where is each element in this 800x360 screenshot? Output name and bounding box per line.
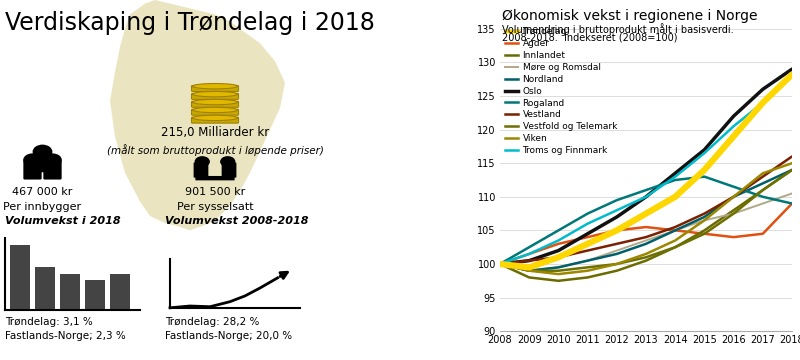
- Text: Per innbygger: Per innbygger: [3, 202, 82, 212]
- Bar: [35, 267, 55, 310]
- FancyBboxPatch shape: [191, 85, 238, 91]
- Text: 215,0 Milliarder kr: 215,0 Milliarder kr: [161, 126, 269, 139]
- Bar: [85, 280, 105, 310]
- Circle shape: [43, 153, 62, 167]
- Polygon shape: [110, 0, 285, 230]
- Circle shape: [194, 156, 210, 167]
- Ellipse shape: [193, 107, 238, 113]
- FancyBboxPatch shape: [191, 94, 238, 99]
- FancyBboxPatch shape: [222, 162, 237, 178]
- Text: Volumvekst i 2018: Volumvekst i 2018: [5, 216, 121, 226]
- Text: Fastlands-Norge; 2,3 %: Fastlands-Norge; 2,3 %: [5, 331, 126, 341]
- Ellipse shape: [193, 91, 238, 97]
- Text: Verdiskaping i Trøndelag i 2018: Verdiskaping i Trøndelag i 2018: [5, 11, 375, 35]
- FancyBboxPatch shape: [191, 109, 238, 115]
- Legend: Trøndelag, Agder, Innlandet, Møre og Romsdal, Nordland, Oslo, Rogaland, Vestland: Trøndelag, Agder, Innlandet, Møre og Rom…: [505, 27, 617, 155]
- Text: 901 500 kr: 901 500 kr: [185, 187, 245, 197]
- Text: Volumendring i bruttoprodukt målt i basisverdi.: Volumendring i bruttoprodukt målt i basi…: [502, 23, 734, 35]
- FancyBboxPatch shape: [195, 176, 234, 180]
- FancyBboxPatch shape: [191, 101, 238, 107]
- Bar: [110, 274, 130, 310]
- Ellipse shape: [193, 84, 238, 89]
- Text: Økonomisk vekst i regionene i Norge: Økonomisk vekst i regionene i Norge: [502, 9, 758, 23]
- Text: 2008-2018.  Indekseret (2008=100): 2008-2018. Indekseret (2008=100): [502, 32, 678, 42]
- FancyBboxPatch shape: [23, 161, 42, 180]
- Text: Trøndelag: 3,1 %: Trøndelag: 3,1 %: [5, 317, 93, 327]
- Bar: [60, 274, 80, 310]
- FancyBboxPatch shape: [191, 117, 238, 123]
- Text: Fastlands-Norge; 20,0 %: Fastlands-Norge; 20,0 %: [165, 331, 292, 341]
- Text: 467 000 kr: 467 000 kr: [12, 187, 73, 197]
- Text: Volumvekst 2008-2018: Volumvekst 2008-2018: [165, 216, 309, 226]
- FancyBboxPatch shape: [194, 162, 208, 178]
- Ellipse shape: [193, 99, 238, 105]
- Circle shape: [220, 156, 235, 167]
- Text: Per sysselsatt: Per sysselsatt: [177, 202, 254, 212]
- Circle shape: [33, 145, 53, 159]
- Text: Trøndelag: 28,2 %: Trøndelag: 28,2 %: [165, 317, 259, 327]
- Circle shape: [23, 153, 42, 167]
- Ellipse shape: [193, 115, 238, 121]
- FancyBboxPatch shape: [43, 161, 62, 180]
- FancyBboxPatch shape: [33, 152, 52, 172]
- Text: (målt som bruttoprodukt i løpende priser): (målt som bruttoprodukt i løpende priser…: [106, 144, 323, 156]
- Bar: [10, 245, 30, 310]
